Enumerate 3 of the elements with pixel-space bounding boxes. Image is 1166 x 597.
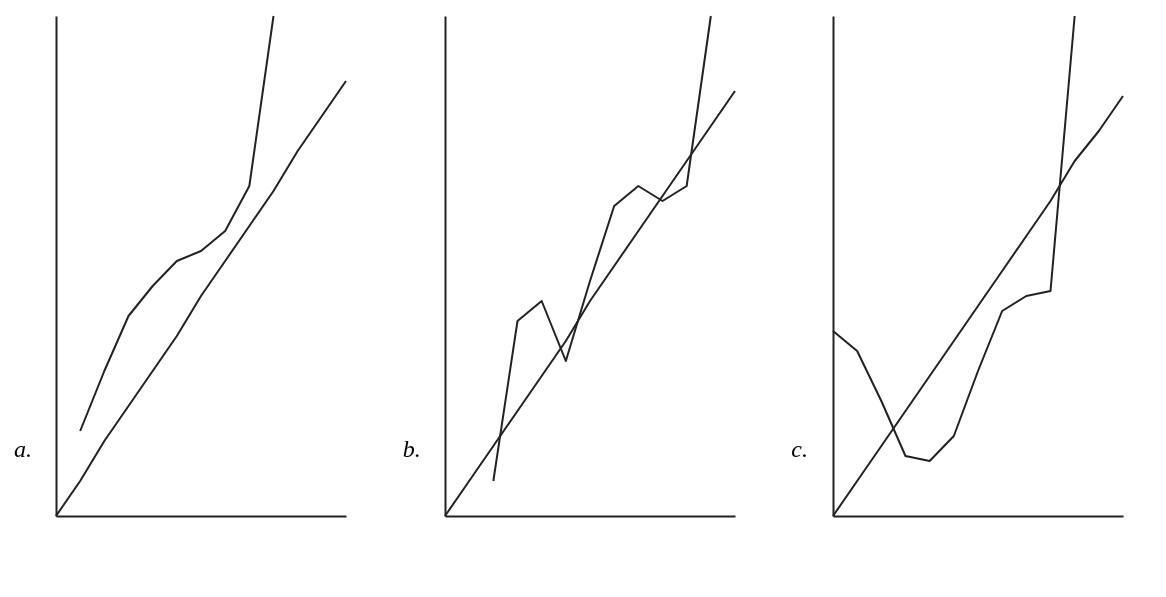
text: a. (14, 436, 32, 463)
text: c. (791, 436, 808, 463)
text: b. (402, 436, 421, 463)
